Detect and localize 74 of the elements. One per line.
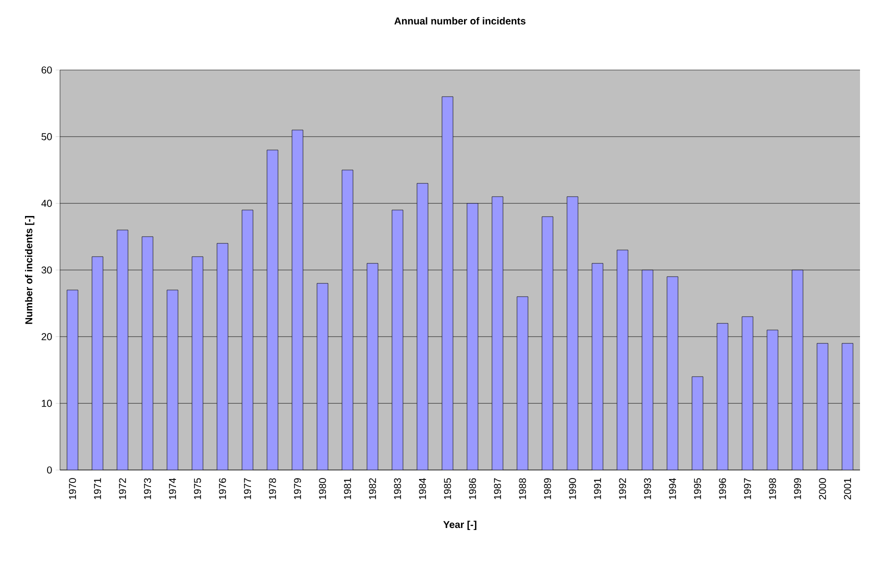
bar — [566, 196, 578, 470]
bar — [416, 183, 428, 470]
bar — [542, 216, 554, 470]
y-tick-label: 60 — [42, 66, 52, 74]
x-tick-label: 1982 — [368, 478, 376, 500]
bar — [616, 250, 628, 470]
bar — [266, 150, 278, 470]
x-tick-label: 1975 — [194, 478, 202, 500]
x-tick-label: 1986 — [468, 478, 476, 500]
bar — [442, 96, 454, 470]
x-tick-label: 1973 — [144, 478, 152, 500]
y-tick-label: 30 — [42, 266, 52, 274]
bar — [642, 270, 654, 470]
x-tick-label: 2000 — [818, 478, 826, 500]
bar — [192, 256, 204, 470]
bar — [792, 270, 804, 470]
y-axis-title: Number of incidents [-] — [25, 216, 34, 324]
x-tick-label: 1977 — [244, 478, 252, 500]
bar — [142, 236, 154, 470]
x-tick-label: 1972 — [118, 478, 126, 500]
x-tick-label: 1991 — [594, 478, 602, 500]
bar — [742, 316, 754, 470]
x-tick-label: 1993 — [644, 478, 652, 500]
y-tick-label: 0 — [47, 466, 52, 474]
y-tick-label: 40 — [41, 200, 52, 207]
y-tick-label: 20 — [42, 333, 52, 340]
x-tick-label: 1974 — [168, 478, 176, 500]
bar — [216, 243, 228, 470]
x-tick-label: 1985 — [444, 478, 452, 500]
bar — [242, 210, 254, 470]
bar — [716, 323, 728, 470]
bar — [392, 210, 404, 470]
x-tick-label: 1996 — [718, 478, 726, 500]
bar — [342, 170, 354, 470]
bar — [92, 256, 104, 470]
x-tick-label: 1971 — [94, 478, 102, 500]
x-tick-label: 1970 — [68, 478, 76, 500]
bar — [66, 290, 78, 470]
x-tick-label: 1998 — [768, 478, 776, 500]
bar — [816, 343, 828, 470]
x-tick-label: 1984 — [418, 478, 426, 500]
bar — [166, 290, 178, 470]
x-tick-label: 1992 — [618, 478, 626, 500]
x-tick-label: 1983 — [394, 478, 402, 500]
x-tick-label: 1981 — [344, 478, 352, 500]
bar — [466, 203, 478, 470]
bar — [366, 263, 378, 470]
x-tick-label: 1987 — [494, 478, 502, 500]
x-tick-label: 1989 — [544, 478, 552, 500]
bar — [666, 276, 678, 470]
x-tick-label: 1976 — [218, 478, 226, 500]
x-tick-label: 1988 — [518, 478, 526, 500]
chart-title: Annual number of incidents — [394, 17, 526, 24]
bar — [516, 296, 528, 470]
x-tick-label: 1997 — [744, 478, 752, 500]
y-tick-label: 10 — [42, 400, 52, 407]
x-tick-label: 2001 — [844, 478, 852, 500]
x-tick-label: 1994 — [668, 478, 676, 500]
bar — [292, 130, 304, 470]
bar — [692, 376, 704, 470]
bar — [842, 343, 854, 470]
bar — [316, 283, 328, 470]
x-tick-label: 1979 — [294, 478, 302, 500]
y-tick-label: 50 — [42, 133, 52, 140]
bar — [116, 230, 128, 470]
bar — [766, 330, 778, 470]
x-tick-label: 1990 — [568, 478, 576, 500]
x-axis-title: Year [-] — [443, 520, 476, 530]
bar — [592, 263, 604, 470]
x-tick-label: 1980 — [318, 478, 326, 500]
x-tick-label: 1995 — [694, 478, 702, 500]
bar — [492, 196, 504, 470]
x-tick-label: 1978 — [268, 478, 276, 500]
x-tick-label: 1999 — [794, 478, 802, 500]
